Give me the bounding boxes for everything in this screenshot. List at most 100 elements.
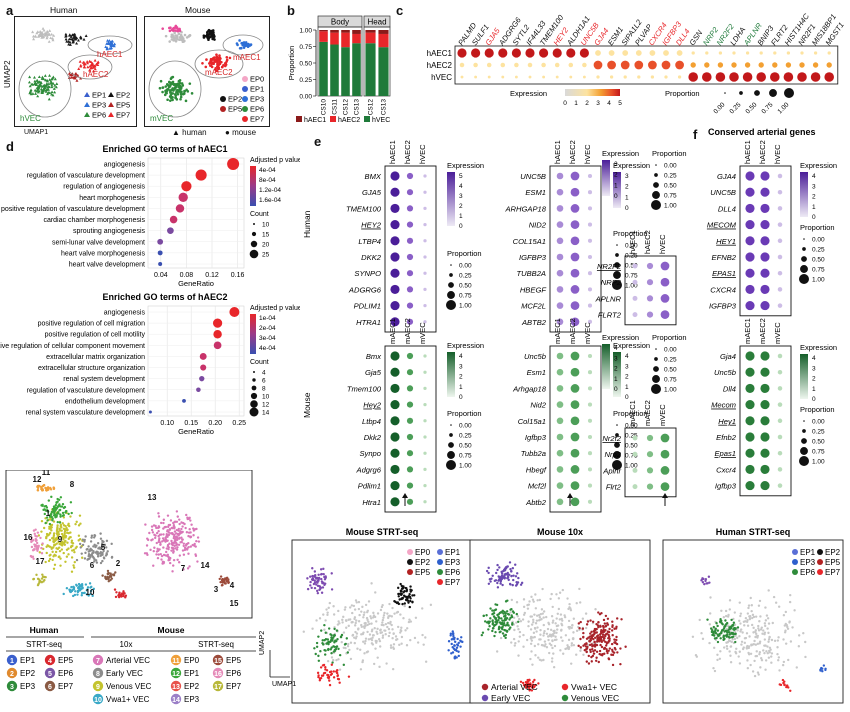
g-umap-point [789,689,792,692]
e-h1-dot [423,287,427,292]
c-dot [569,75,573,79]
g-combined-point [52,532,56,535]
e-h3-prop-dot [654,173,658,177]
g-umap-point [597,621,600,624]
g-umap-point [543,640,547,643]
e-m1-dot [406,401,414,408]
g-umap-point [725,629,728,633]
g-umap-point [516,625,519,628]
g-umap-legend-label: Arterial VEC [491,682,538,692]
f-m-prop-tick: 0.00 [812,419,825,426]
g-umap-point [555,617,558,620]
e-m1-dot [423,483,427,488]
g-umap-point [758,620,761,623]
g-umap-point [338,653,342,657]
g-umap-point [691,635,695,638]
g-combined-point [77,539,80,542]
f-m-col-label: mAEC1 [743,318,752,344]
g-umap-point [570,642,574,645]
g-umap-point [566,597,569,600]
e-h1-dot [406,270,414,277]
g-combined-point [35,541,39,545]
g-umap-legend-marker [792,549,798,555]
f-h-dot [777,303,783,308]
g-combined-point [53,553,56,557]
g-combined-point [42,484,45,487]
g-combined-point [48,531,52,535]
a-human-point [33,88,37,92]
e-h2-expression-title: Expression [613,161,650,170]
g-umap-point [544,643,547,646]
c-dot [827,51,831,55]
g-umap-point [406,627,409,630]
g-combined-point [143,552,147,555]
g-combined-point [59,513,62,516]
e-h1-dot [406,286,414,293]
g-umap-point [399,631,402,634]
e-m3-expr-tick: 4 [614,345,618,352]
g-umap-point [353,641,356,645]
g-cluster-number: 1 [46,509,51,518]
g-umap-point [491,574,494,577]
a-mouse-legend-marker [220,106,226,112]
g-umap-point [509,611,512,614]
g-umap-point [407,601,410,604]
e-h1-dot [423,222,427,227]
g-umap-point [534,683,537,687]
g-umap-point [379,645,382,648]
e-h1-dot [390,203,400,213]
e-m1-gene-label: Adgrg6 [356,465,382,474]
g-umap-point [530,639,534,642]
g-legend-badge-label: EP3 [184,695,200,704]
g-umap-point [757,673,760,676]
g-umap-point [588,640,591,643]
g-umap-point [716,624,719,628]
a-mouse-point [174,29,177,32]
g-legend-badge-number: 12 [172,671,180,678]
d-count-tick: 15 [262,232,270,239]
g-combined-point [122,592,126,595]
g-umap-point [398,592,402,596]
f-m-dot [745,383,755,393]
g-umap-point [402,594,406,597]
g-umap-point [701,577,704,580]
g-combined-point [186,548,189,551]
e-h1-dot [390,317,400,327]
g-umap-point [767,631,770,635]
c-expression-colorbar [565,89,620,96]
g-umap-point [531,680,535,684]
a-mouse-point [217,66,221,70]
g-umap-point [494,630,497,634]
c-proportion-dot [739,91,743,95]
g-umap-point [607,630,611,634]
f-m-gene-label: Cxcr4 [716,465,736,474]
c-dot [731,62,737,68]
c-dot [663,50,669,56]
g-umap-point [543,644,546,648]
e-m2-proportion-title: Proportion [613,409,648,418]
f-h-dot [777,287,783,292]
g-umap-point [767,656,771,659]
e-h1-colorbar [447,172,455,226]
a-human-point [89,60,93,64]
g-umap-point [723,630,726,633]
g-combined-point [72,585,75,589]
a-human-point [104,45,108,48]
g-umap-point [540,643,544,647]
e-m2-dot [556,449,564,457]
g-umap-point [535,614,539,617]
g-combined-point [65,548,69,552]
g-combined-point [88,582,92,585]
e-h3-expr-tick: 3 [614,161,618,168]
e-m3-dot [646,467,654,474]
g-umap-point [804,640,807,644]
g-umap-point [317,675,320,679]
c-expression-title: Expression [510,89,547,98]
f-h-dot [777,173,783,179]
g-umap-point [548,642,552,645]
a-mouse-point [159,79,163,83]
g-umap-point [503,610,506,614]
g-umap-point [363,652,366,655]
e-h1-gene-label: LTBP4 [358,237,381,246]
